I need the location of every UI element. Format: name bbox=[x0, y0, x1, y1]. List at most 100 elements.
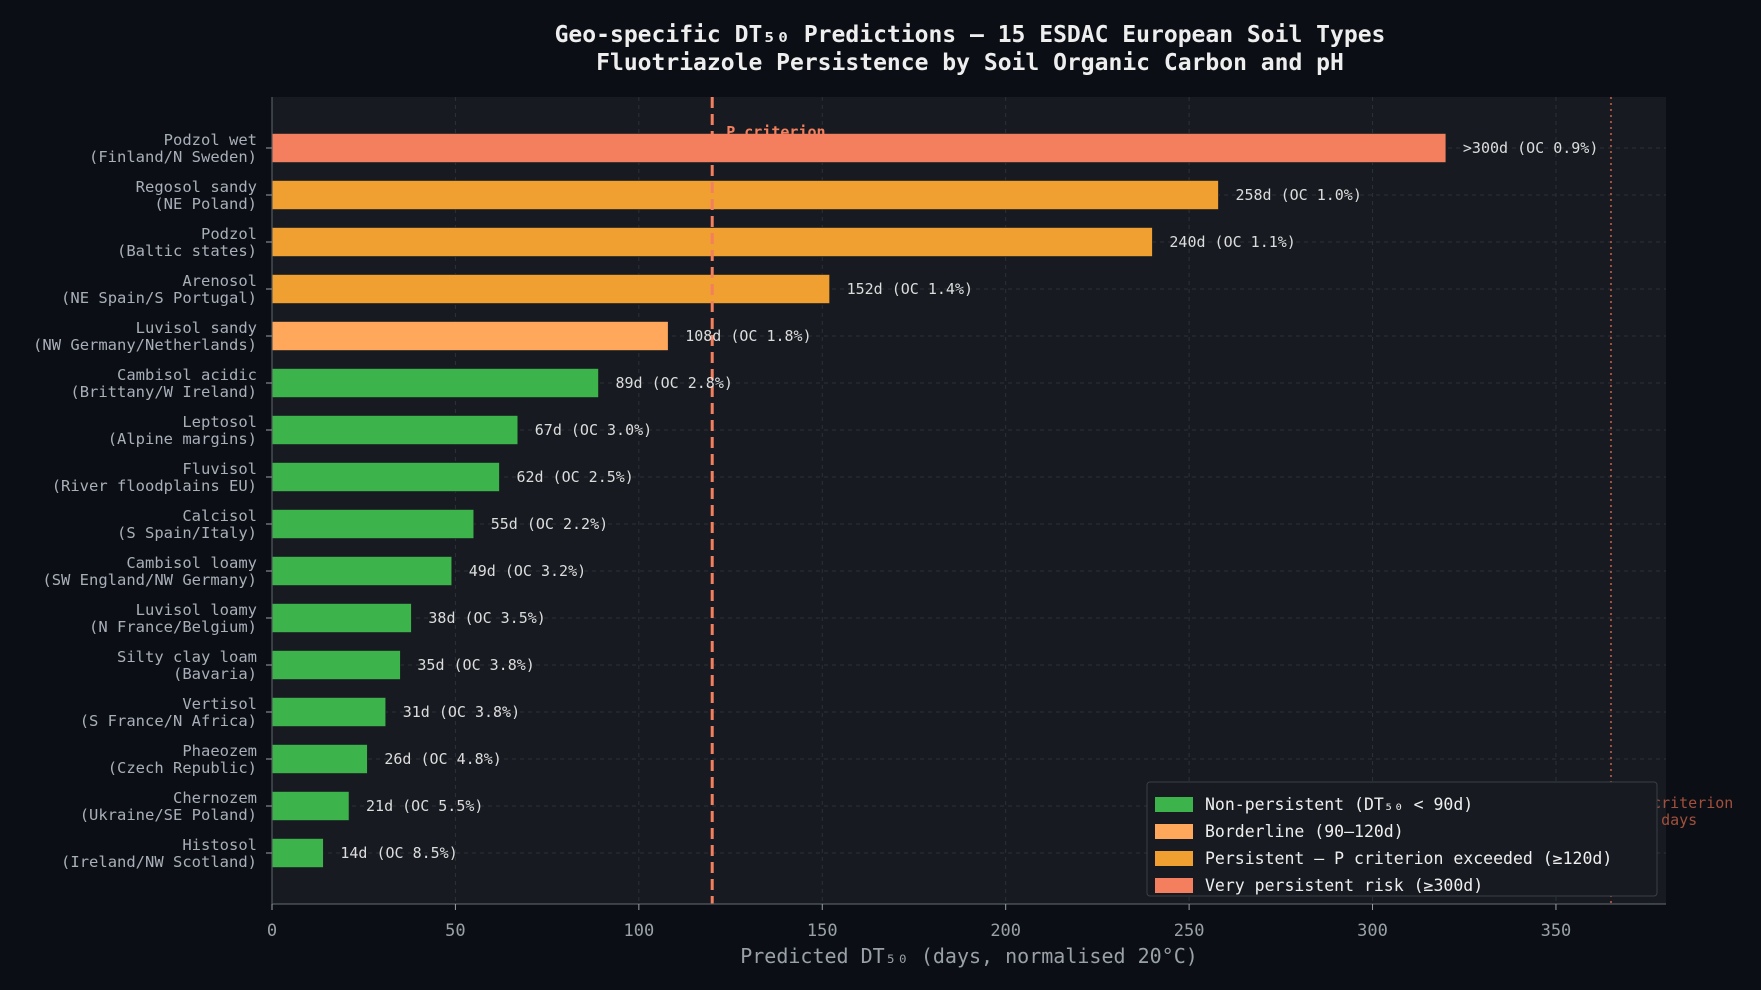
category-label: Calcisol (S Spain/Italy) bbox=[117, 507, 257, 542]
legend-label: Very persistent risk (≥300d) bbox=[1205, 876, 1483, 895]
category-label: Cambisol loamy (SW England/NW Germany) bbox=[42, 554, 257, 589]
data-labels: >300d (OC 0.9%) 258d (OC 1.0%) 240d (OC 1.… bbox=[340, 139, 1598, 862]
category-name: Phaeozem bbox=[182, 742, 257, 760]
legend-box bbox=[1146, 781, 1658, 897]
bar bbox=[271, 697, 387, 727]
category-region: (Bavaria) bbox=[173, 665, 257, 683]
category-region: (River floodplains EU) bbox=[52, 477, 257, 495]
chart-subtitle: Fluotriazole Persistence by Soil Organic… bbox=[596, 50, 1344, 76]
x-axis-label: Predicted DT₅₀ (days, normalised 20°C) bbox=[740, 944, 1198, 968]
category-label: Regosol sandy (NE Poland) bbox=[136, 178, 257, 213]
category-label: Histosol (Ireland/NW Scotland) bbox=[61, 836, 257, 871]
category-name: Podzol bbox=[201, 225, 257, 243]
x-tick-label: 250 bbox=[1174, 921, 1205, 941]
data-label: 152d (OC 1.4%) bbox=[847, 280, 973, 298]
bar bbox=[271, 556, 453, 586]
x-tick-label: 0 bbox=[267, 921, 277, 941]
category-name: Vertisol bbox=[182, 695, 257, 713]
data-label: 49d (OC 3.2%) bbox=[469, 562, 586, 580]
category-name: Luvisol sandy bbox=[136, 319, 257, 337]
bar bbox=[271, 321, 669, 351]
data-label: 35d (OC 3.8%) bbox=[417, 656, 534, 674]
data-label: 108d (OC 1.8%) bbox=[685, 327, 811, 345]
category-name: Histosol bbox=[182, 836, 257, 854]
data-label: 240d (OC 1.1%) bbox=[1169, 233, 1295, 251]
category-label: Vertisol (S France/N Africa) bbox=[80, 695, 257, 730]
data-label: 67d (OC 3.0%) bbox=[535, 421, 652, 439]
category-name: Leptosol bbox=[182, 413, 257, 431]
x-tick-label: 150 bbox=[807, 921, 838, 941]
category-name: Chernozem bbox=[173, 789, 257, 807]
data-label: 26d (OC 4.8%) bbox=[384, 750, 501, 768]
category-label: Leptosol (Alpine margins) bbox=[108, 413, 257, 448]
legend: Non-persistent (DT₅₀ < 90d) Borderline (9… bbox=[1146, 781, 1658, 897]
category-region: (Finland/N Sweden) bbox=[89, 148, 257, 166]
legend-swatch bbox=[1155, 797, 1193, 812]
category-name: Luvisol loamy bbox=[136, 601, 257, 619]
category-region: (Ukraine/SE Poland) bbox=[80, 806, 257, 824]
p-criterion-label-line: P criterion bbox=[726, 123, 825, 141]
category-region: (Ireland/NW Scotland) bbox=[61, 853, 257, 871]
p-criterion-label: P criterion 120 days bbox=[726, 123, 825, 158]
category-name: Calcisol bbox=[182, 507, 257, 525]
category-label: Luvisol sandy (NW Germany/Netherlands) bbox=[33, 319, 257, 354]
x-tick-label: 300 bbox=[1357, 921, 1388, 941]
legend-swatch bbox=[1155, 824, 1193, 839]
category-name: Cambisol acidic bbox=[117, 366, 257, 384]
data-label: >300d (OC 0.9%) bbox=[1463, 139, 1598, 157]
bar bbox=[271, 838, 324, 868]
bar bbox=[271, 744, 368, 774]
data-label: 21d (OC 5.5%) bbox=[366, 797, 483, 815]
category-name: Cambisol loamy bbox=[126, 554, 257, 572]
category-label: Silty clay loam (Bavaria) bbox=[117, 648, 257, 683]
bar bbox=[271, 415, 519, 445]
category-region: (NW Germany/Netherlands) bbox=[33, 336, 257, 354]
data-label: 38d (OC 3.5%) bbox=[428, 609, 545, 627]
category-label: Luvisol loamy (N France/Belgium) bbox=[89, 601, 257, 636]
y-axis: Podzol wet (Finland/N Sweden) Regosol sand… bbox=[33, 97, 273, 904]
legend-label: Persistent — P criterion exceeded (≥120d… bbox=[1205, 849, 1612, 868]
x-tick-label: 100 bbox=[623, 921, 654, 941]
category-label: Chernozem (Ukraine/SE Poland) bbox=[80, 789, 257, 824]
p-criterion-label-line: 120 days bbox=[726, 140, 798, 158]
category-region: (Alpine margins) bbox=[108, 430, 257, 448]
category-region: (S France/N Africa) bbox=[80, 712, 257, 730]
chart-title: Geo-specific DT₅₀ Predictions — 15 ESDAC… bbox=[555, 22, 1386, 48]
category-name: Podzol wet bbox=[164, 131, 257, 149]
category-region: (SW England/NW Germany) bbox=[42, 571, 257, 589]
data-label: 62d (OC 2.5%) bbox=[516, 468, 633, 486]
category-region: (N France/Belgium) bbox=[89, 618, 257, 636]
bar bbox=[271, 180, 1219, 210]
x-tick-label: 200 bbox=[990, 921, 1021, 941]
category-name: Regosol sandy bbox=[136, 178, 257, 196]
category-name: Silty clay loam bbox=[117, 648, 257, 666]
x-axis: 0 50 100 150 200 250 300 350 bbox=[267, 903, 1666, 941]
category-label: Cambisol acidic (Brittany/W Ireland) bbox=[70, 366, 257, 401]
category-label: Arenosol (NE Spain/S Portugal) bbox=[61, 272, 257, 307]
category-name: Arenosol bbox=[182, 272, 257, 290]
category-region: (NE Spain/S Portugal) bbox=[61, 289, 257, 307]
data-label: 31d (OC 3.8%) bbox=[403, 703, 520, 721]
bar bbox=[271, 274, 830, 304]
category-region: (Baltic states) bbox=[117, 242, 257, 260]
data-label: 14d (OC 8.5%) bbox=[340, 844, 457, 862]
bar bbox=[271, 133, 1447, 163]
category-label: Fluvisol (River floodplains EU) bbox=[52, 460, 257, 495]
data-label: 258d (OC 1.0%) bbox=[1235, 186, 1361, 204]
category-region: (S Spain/Italy) bbox=[117, 524, 257, 542]
category-region: (Czech Republic) bbox=[108, 759, 257, 777]
bar bbox=[271, 368, 599, 398]
x-tick-label: 350 bbox=[1541, 921, 1572, 941]
bar bbox=[271, 791, 350, 821]
data-label: 89d (OC 2.8%) bbox=[615, 374, 732, 392]
bar bbox=[271, 462, 500, 492]
category-region: (NE Poland) bbox=[154, 195, 257, 213]
category-label: Podzol wet (Finland/N Sweden) bbox=[89, 131, 257, 166]
data-label: 55d (OC 2.2%) bbox=[491, 515, 608, 533]
legend-swatch bbox=[1155, 878, 1193, 893]
category-label: Podzol (Baltic states) bbox=[117, 225, 257, 260]
x-tick-label: 50 bbox=[445, 921, 465, 941]
bar bbox=[271, 603, 412, 633]
category-region: (Brittany/W Ireland) bbox=[70, 383, 257, 401]
